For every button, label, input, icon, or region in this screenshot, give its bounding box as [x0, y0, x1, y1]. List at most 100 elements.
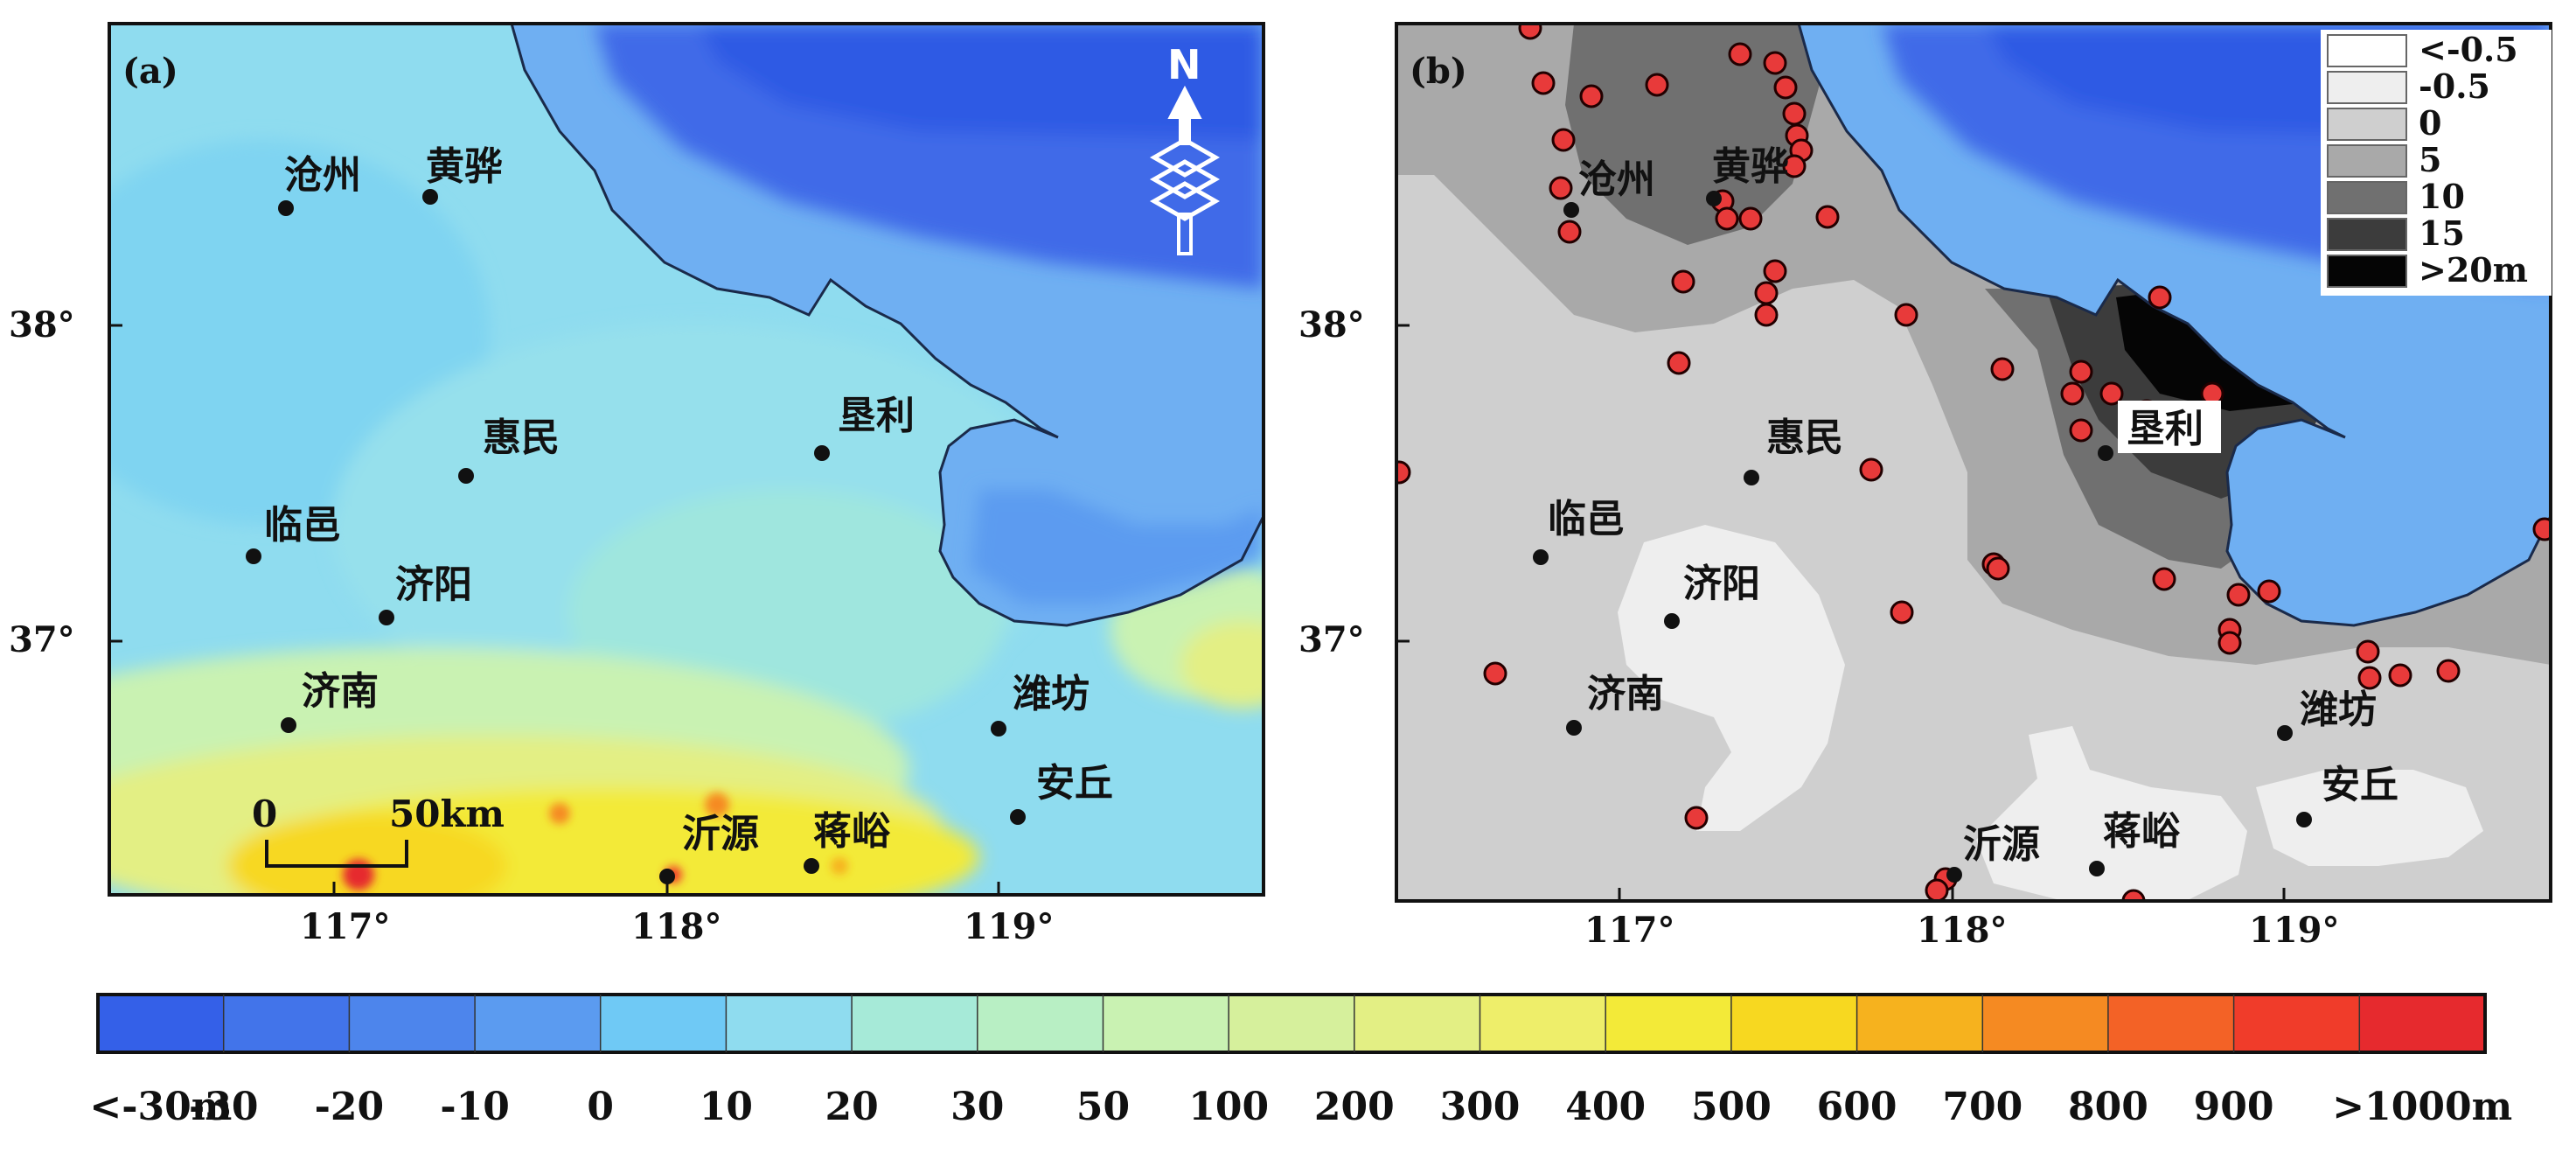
x-tick-117-b: 117°: [1584, 910, 1675, 951]
y-tick-38-a: 38°: [9, 304, 75, 346]
station-marker: [1763, 259, 1787, 283]
city-label-jiangyu: 蒋峪: [813, 809, 891, 854]
colorbar-label: 30: [950, 1085, 1004, 1129]
colorbar-swatch: [2233, 995, 2360, 1052]
city-label-linyi-b: 临邑: [1548, 497, 1625, 541]
city-label-huimin: 惠民: [483, 415, 560, 460]
city-label-jiyang-b: 济阳: [1683, 562, 1760, 606]
station-marker: [2148, 285, 2172, 310]
station-marker: [2356, 639, 2380, 664]
panel-a-frame: [108, 22, 1265, 897]
zone-low-jiyang: [1618, 525, 1845, 831]
legend-label: 5: [2419, 140, 2441, 179]
colorbar-swatch: [600, 995, 727, 1052]
station-marker: [2121, 889, 2146, 901]
station-marker: [1645, 73, 1669, 97]
city-label-weifang: 潍坊: [1013, 672, 1090, 716]
city-label-huanghua: 黄骅: [426, 144, 503, 189]
station-marker: [1890, 600, 1914, 625]
station-marker: [2069, 360, 2093, 384]
city-label-anqiu: 安丘: [1036, 761, 1113, 806]
north-letter: N: [1167, 41, 1201, 88]
city-label-weifang-b: 潍坊: [2300, 688, 2377, 732]
scale-start: 0: [252, 792, 277, 835]
station-marker: [1549, 176, 1573, 200]
colorbar-label: 50: [1076, 1085, 1130, 1129]
city-dot-linyi: [246, 548, 261, 564]
station-marker: [1518, 24, 1542, 40]
panel-a-elevation: [109, 140, 1264, 895]
colorbar-label: 100: [1188, 1085, 1269, 1129]
station-marker: [1815, 205, 1840, 229]
x-tick-118-a: 118°: [631, 906, 722, 947]
city-dot-linyi-b: [1533, 549, 1549, 565]
city-dot-huanghua-b: [1706, 191, 1722, 206]
station-marker: [2257, 579, 2281, 604]
station-marker: [1763, 51, 1787, 75]
sea-depth: [595, 24, 1264, 604]
station-marker: [1782, 154, 1807, 178]
city-label-cangzhou: 沧州: [284, 153, 361, 198]
colorbar-label: 700: [1942, 1085, 2023, 1129]
legend-label: 10: [2419, 177, 2465, 216]
colorbar-swatch: [2107, 995, 2235, 1052]
colorbar-label: -10: [440, 1085, 510, 1129]
y-tick-37-a: 37°: [9, 619, 75, 660]
station-marker: [1396, 460, 1411, 485]
city-dot-anqiu: [1010, 809, 1026, 825]
scale-end: 50km: [389, 792, 505, 835]
station-marker: [2152, 567, 2176, 591]
colorbar-swatch: [1479, 995, 1606, 1052]
colorbar-swatch: [475, 995, 602, 1052]
zone-low-yiyuan: [1976, 726, 2247, 901]
station-marker: [1557, 220, 1582, 244]
station-marker: [1990, 357, 2015, 381]
station-marker: [1925, 878, 1949, 901]
station-marker: [1715, 206, 1739, 231]
colorbar-swatch: [1103, 995, 1229, 1052]
colorbar-swatch: [726, 995, 853, 1052]
legend-swatch: [2327, 218, 2407, 251]
x-tick-118-b: 118°: [1917, 910, 2008, 951]
y-tick-37-b: 37°: [1298, 619, 1365, 660]
station-marker: [1483, 661, 1507, 686]
colorbar-label: 0: [587, 1085, 614, 1129]
x-tick-119-a: 119°: [964, 906, 1055, 947]
station-marker: [1754, 303, 1779, 327]
city-label-kenli-b: 垦利: [2127, 407, 2204, 451]
city-dot-huanghua: [422, 189, 438, 205]
legend-label: >20m: [2419, 250, 2528, 290]
city-dot-yiyuan: [659, 869, 675, 884]
legend-swatch: [2327, 181, 2407, 214]
station-marker: [1773, 75, 1798, 100]
axis-ticks: 38° 37° 117° 118° 119° 38° 37° 117° 118°…: [9, 304, 2340, 951]
city-label-yiyuan-b: 沂源: [1963, 822, 2040, 867]
station-marker: [1859, 457, 1883, 482]
city-dot-jiangyu: [804, 858, 819, 874]
panel-a: [109, 24, 1264, 895]
city-dot-kenli: [814, 445, 830, 461]
station-marker: [1754, 281, 1779, 305]
station-marker: [2099, 381, 2124, 406]
station-marker: [1728, 42, 1752, 66]
city-label-anqiu-b: 安丘: [2322, 763, 2398, 807]
station-marker: [1986, 556, 2010, 581]
station-layer: [1396, 24, 2551, 901]
station-marker: [2532, 517, 2551, 541]
x-tick-117-a: 117°: [300, 906, 391, 947]
station-marker: [1579, 84, 1604, 108]
city-label-yiyuan: 沂源: [682, 812, 759, 856]
station-marker: [1551, 128, 1576, 152]
y-tick-38-b: 38°: [1298, 304, 1365, 346]
station-marker: [2060, 381, 2085, 406]
station-marker: [1894, 303, 1918, 327]
city-label-jiyang: 济阳: [395, 562, 472, 607]
cities-a: 沧州 黄骅 惠民 垦利 临邑 济阳 济南 潍坊 安丘 沂源 蒋峪: [246, 144, 1113, 884]
city-label-kenli: 垦利: [838, 394, 915, 438]
city-dot-jiangyu-b: [2089, 861, 2105, 876]
colorbar-swatch: [1730, 995, 1858, 1052]
colorbar-swatch: [98, 995, 225, 1052]
legend-label: 15: [2419, 213, 2465, 253]
city-dot-yiyuan-b: [1946, 867, 1962, 883]
colorbar-label: 20: [825, 1085, 878, 1129]
